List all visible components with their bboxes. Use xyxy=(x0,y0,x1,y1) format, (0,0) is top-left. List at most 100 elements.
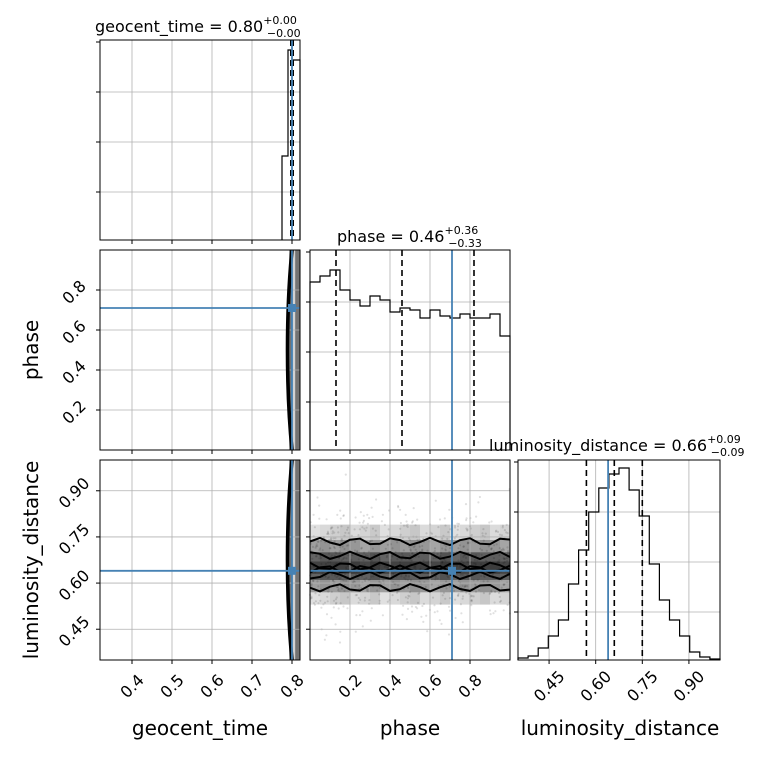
density-cell xyxy=(440,524,450,605)
scatter-point xyxy=(498,600,502,604)
scatter-point xyxy=(421,544,424,548)
scatter-point xyxy=(484,559,487,562)
scatter-point xyxy=(310,595,313,598)
scatter-point xyxy=(398,561,401,564)
scatter-point xyxy=(414,567,417,570)
scatter-point xyxy=(338,552,341,555)
scatter-point xyxy=(317,540,320,543)
scatter-point xyxy=(334,537,337,540)
scatter-point xyxy=(449,547,452,550)
density-cell xyxy=(380,552,390,580)
scatter-point xyxy=(368,517,371,520)
scatter-point xyxy=(474,590,478,593)
scatter-point xyxy=(462,545,465,548)
scatter-point xyxy=(411,610,414,613)
scatter-point xyxy=(447,531,450,534)
scatter-point xyxy=(329,538,333,541)
scatter-point xyxy=(392,572,395,575)
scatter-point xyxy=(394,551,397,554)
scatter-point xyxy=(326,530,329,533)
scatter-point xyxy=(470,533,473,537)
scatter-point xyxy=(403,576,406,579)
density-cell xyxy=(390,524,400,605)
scatter-point xyxy=(410,605,414,608)
scatter-point xyxy=(338,590,341,593)
scatter-point xyxy=(445,580,448,583)
density-cell xyxy=(350,524,360,605)
scatter-point xyxy=(402,549,405,552)
density-cell xyxy=(410,552,420,580)
scatter-point xyxy=(408,595,411,598)
scatter-point xyxy=(318,504,321,507)
scatter-point xyxy=(314,546,317,549)
scatter-point xyxy=(425,532,428,535)
scatter-point xyxy=(338,641,342,644)
scatter-point xyxy=(440,551,443,555)
scatter-point xyxy=(455,564,459,567)
scatter-point xyxy=(332,537,335,540)
scatter-point xyxy=(465,591,468,594)
scatter-point xyxy=(503,560,506,564)
scatter-point xyxy=(472,579,475,582)
scatter-point xyxy=(340,539,343,542)
scatter-point xyxy=(506,532,509,535)
scatter-point xyxy=(444,597,447,600)
scatter-point xyxy=(487,545,490,548)
scatter-point xyxy=(410,552,414,555)
scatter-point xyxy=(378,602,381,605)
scatter-point xyxy=(340,587,343,590)
scatter-point xyxy=(386,554,389,557)
scatter-point xyxy=(489,613,492,616)
contour-strip xyxy=(285,249,293,451)
scatter-point xyxy=(354,584,357,588)
density-cell xyxy=(340,552,350,580)
scatter-point xyxy=(466,528,469,531)
scatter-point xyxy=(492,557,495,560)
scatter-point xyxy=(493,544,496,547)
scatter-point xyxy=(456,533,459,536)
density-cell xyxy=(310,561,320,574)
scatter-point xyxy=(336,589,340,592)
scatter-point xyxy=(434,578,437,581)
scatter-point xyxy=(362,519,365,523)
scatter-point xyxy=(401,552,404,555)
scatter-point xyxy=(424,585,427,589)
scatter-point xyxy=(476,579,479,582)
y-tick-label: 0.6 xyxy=(58,316,89,347)
scatter-point xyxy=(437,584,440,588)
scatter-point xyxy=(354,630,357,633)
scatter-point xyxy=(457,592,460,595)
scatter-point xyxy=(452,561,455,564)
scatter-point xyxy=(504,557,507,561)
scatter-point xyxy=(457,579,460,583)
scatter-point xyxy=(337,531,340,534)
y-tick-label: 0.60 xyxy=(55,566,94,605)
scatter-point xyxy=(445,587,448,590)
scatter-point xyxy=(470,604,473,607)
scatter-point xyxy=(456,522,459,525)
scatter-point xyxy=(383,523,386,527)
scatter-point xyxy=(363,599,366,602)
scatter-point xyxy=(448,609,452,612)
scatter-point xyxy=(502,548,505,552)
scatter-point xyxy=(497,561,501,564)
scatter-point xyxy=(441,561,444,565)
contour-layer xyxy=(285,249,511,661)
contour-upper xyxy=(309,536,511,547)
scatter-point xyxy=(478,495,481,499)
scatter-point xyxy=(456,528,459,531)
scatter-point xyxy=(334,551,337,554)
scatter-point xyxy=(311,545,315,549)
scatter-point xyxy=(396,558,399,561)
scatter-point xyxy=(458,585,461,588)
scatter-point xyxy=(335,585,338,589)
scatter-point xyxy=(341,579,344,582)
xlabel-geocent-time: geocent_time xyxy=(132,716,268,740)
scatter-point xyxy=(340,525,343,528)
panel-frame xyxy=(99,459,301,661)
scatter-point xyxy=(318,557,321,560)
scatter-point xyxy=(358,614,362,617)
scatter-point xyxy=(399,521,402,525)
scatter-point xyxy=(381,513,384,516)
scatter-point xyxy=(434,499,437,502)
